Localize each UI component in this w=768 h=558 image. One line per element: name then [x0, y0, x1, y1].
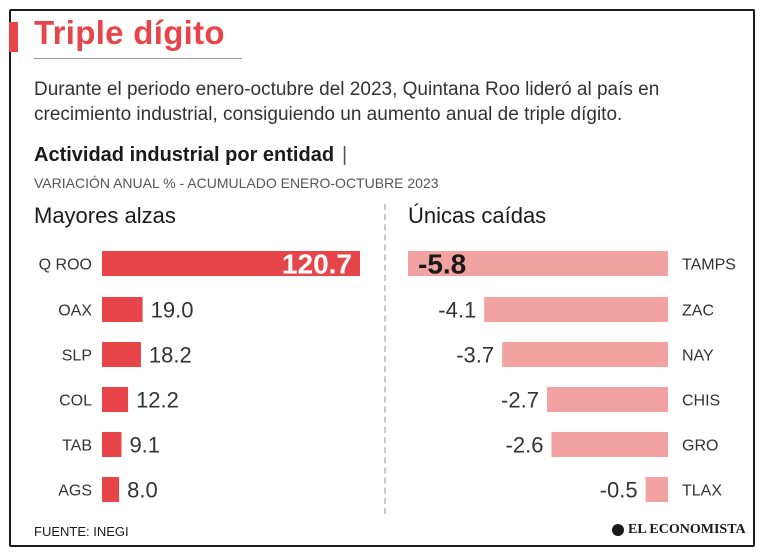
axis-note: VARIACIÓN ANUAL % - ACUMULADO ENERO-OCTU…	[34, 175, 439, 191]
rise-value-label-4: 9.1	[129, 433, 160, 458]
rise-bar-1	[102, 297, 143, 322]
rise-bar-5	[102, 477, 120, 502]
intro-text: Durante el periodo enero-octubre del 202…	[34, 79, 660, 125]
fall-category-label-5: TLAX	[682, 483, 722, 500]
chart-subtitle: Actividad industrial por entidad |	[34, 144, 347, 167]
rise-category-label-3: COL	[59, 393, 92, 410]
fall-bar-4	[551, 432, 668, 457]
rise-value-label-2: 18.2	[149, 343, 192, 368]
title-underline	[34, 58, 242, 59]
rise-value-label-5: 8.0	[127, 478, 158, 503]
rise-category-label-4: TAB	[62, 438, 92, 455]
infographic-frame	[9, 9, 755, 547]
fall-value-label-3: -2.7	[501, 388, 539, 413]
fall-value-label-5: -0.5	[600, 478, 638, 503]
rise-category-label-2: SLP	[62, 348, 92, 365]
brand-mark-icon	[612, 524, 624, 536]
brand-name: EL ECONOMISTA	[628, 522, 746, 537]
title-accent-bar	[9, 22, 18, 52]
fall-value-label-2: -3.7	[456, 343, 494, 368]
fall-category-label-0: TAMPS	[682, 257, 736, 274]
brand-logo: EL ECONOMISTA	[612, 522, 746, 538]
fall-value-label-4: -2.6	[506, 433, 544, 458]
chart-subtitle-text: Actividad industrial por entidad	[34, 144, 335, 166]
section-divider	[384, 204, 386, 514]
source-note: FUENTE: INEGI	[34, 524, 129, 539]
fall-value-label-0: -5.8	[418, 249, 466, 280]
page-title: Triple dígito	[34, 14, 225, 51]
rise-value-label-3: 12.2	[136, 388, 179, 413]
section-title-rises: Mayores alzas	[34, 203, 176, 228]
rise-category-label-1: OAX	[58, 303, 92, 320]
rise-category-label-5: AGS	[58, 483, 92, 500]
fall-bar-2	[502, 342, 668, 367]
fall-bar-3	[546, 387, 668, 412]
fall-category-label-1: ZAC	[682, 303, 714, 320]
fall-category-label-4: GRO	[682, 438, 718, 455]
rise-value-label-1: 19.0	[151, 298, 194, 323]
fall-value-label-1: -4.1	[438, 298, 476, 323]
rise-bar-3	[102, 387, 129, 412]
fall-bar-1	[484, 297, 668, 322]
section-title-falls: Únicas caídas	[408, 203, 547, 228]
fall-category-label-2: NAY	[682, 348, 714, 365]
subtitle-separator: |	[342, 144, 348, 166]
fall-bar-5	[645, 477, 668, 502]
rise-bar-4	[102, 432, 122, 457]
rise-category-label-0: Q ROO	[39, 257, 92, 274]
fall-bar-0	[408, 251, 668, 276]
rise-bar-2	[102, 342, 141, 367]
fall-category-label-3: CHIS	[682, 393, 720, 410]
rise-bar-0	[102, 251, 360, 276]
rise-value-label-0: 120.7	[282, 249, 352, 280]
